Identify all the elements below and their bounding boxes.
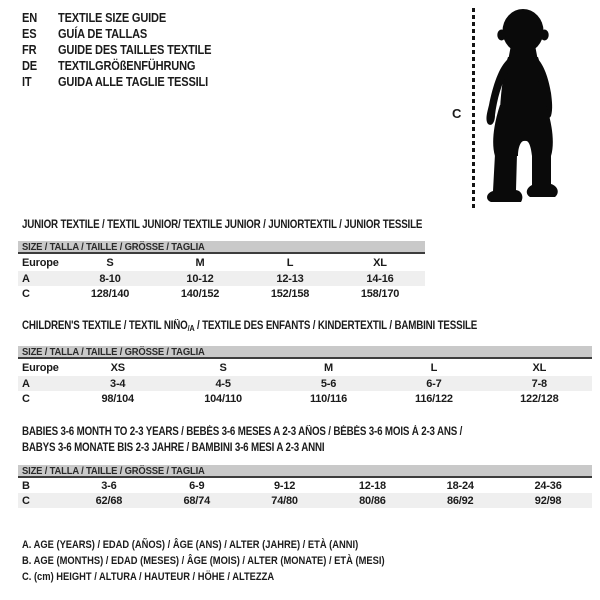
footnote-a: A. AGE (YEARS) / EDAD (AÑOS) / ÂGE (ANS)… [22, 539, 359, 551]
table-row-height: C 128/140 140/152 152/158 158/170 [18, 286, 425, 301]
cell-value: 74/80 [271, 494, 298, 507]
cell-value: 9-12 [273, 479, 296, 492]
cell-value: 122/128 [520, 392, 559, 405]
children-section-title-text: CHILDREN'S TEXTILE / TEXTIL NIÑO/A / TEX… [22, 318, 477, 336]
cell-value: 24-36 [534, 479, 562, 492]
language-title-list: EN TEXTILE SIZE GUIDE ES GUÍA DE TALLAS … [22, 10, 238, 90]
legend-footnotes: A. AGE (YEARS) / EDAD (AÑOS) / ÂGE (ANS)… [22, 537, 449, 585]
cell-value: 110/116 [309, 392, 348, 405]
cell-value: 3-4 [110, 377, 126, 390]
size-header-text: SIZE / TALLA / TAILLE / GRÖSSE / TAGLIA [22, 464, 205, 477]
column-header: S [106, 256, 114, 269]
children-size-table: SIZE / TALLA / TAILLE / GRÖSSE / TAGLIA … [18, 346, 592, 406]
cell-value: 4-5 [215, 377, 231, 390]
size-header-bar: SIZE / TALLA / TAILLE / GRÖSSE / TAGLIA [18, 241, 425, 254]
cell-value: 14-16 [366, 272, 394, 285]
column-header: XL [373, 256, 387, 269]
cell-value: 98/104 [101, 392, 134, 405]
language-code: FR [22, 42, 37, 57]
junior-section-title-text: JUNIOR TEXTILE / TEXTIL JUNIOR/ TEXTILE … [22, 219, 423, 231]
height-measure-dashed-line [472, 8, 475, 208]
language-row-de: DE TEXTILGRÖßENFÜHRUNG [22, 58, 238, 74]
height-measure-label: C [452, 106, 462, 121]
column-header: M [195, 256, 205, 269]
language-code: DE [22, 58, 38, 73]
table-row-height: C 62/68 68/74 74/80 80/86 86/92 92/98 [18, 493, 592, 508]
title-sub: /A [187, 323, 195, 333]
junior-size-table: SIZE / TALLA / TAILLE / GRÖSSE / TAGLIA … [18, 241, 425, 301]
language-row-fr: FR GUIDE DES TAILLES TEXTILE [22, 42, 238, 58]
column-header: L [430, 361, 438, 374]
size-header-bar: SIZE / TALLA / TAILLE / GRÖSSE / TAGLIA [18, 465, 592, 478]
language-code: ES [22, 26, 37, 41]
guide-title-de: TEXTILGRÖßENFÜHRUNG [58, 58, 196, 73]
babies-section-title: BABIES 3-6 MONTH TO 2-3 YEARS / BEBÉS 3-… [22, 424, 540, 456]
language-code: EN [22, 10, 38, 25]
junior-section-title: JUNIOR TEXTILE / TEXTIL JUNIOR/ TEXTILE … [22, 217, 493, 233]
cell-value: 116/122 [415, 392, 453, 405]
row-label: C [22, 287, 30, 300]
row-label: C [22, 392, 30, 405]
guide-title-it: GUIDA ALLE TAGLIE TESSILI [58, 74, 209, 89]
table-row-age: A 3-4 4-5 5-6 6-7 7-8 [18, 376, 592, 391]
column-header: M [324, 361, 333, 374]
title-post: / TEXTILE DES ENFANTS / KINDERTEXTIL / B… [194, 320, 478, 332]
cell-value: 12-13 [276, 272, 304, 285]
column-header: S [219, 361, 227, 374]
cell-value: 10-12 [186, 272, 214, 285]
guide-title-fr: GUIDE DES TAILLES TEXTILE [58, 42, 212, 57]
column-header: XS [110, 361, 125, 374]
cell-value: 3-6 [101, 479, 117, 492]
table-row-columns: Europe S M L XL [18, 254, 425, 271]
language-row-es: ES GUÍA DE TALLAS [22, 26, 238, 42]
table-row-age: A 8-10 10-12 12-13 14-16 [18, 271, 425, 286]
guide-title-es: GUÍA DE TALLAS [58, 26, 148, 41]
table-row-columns: Europe XS S M L XL [18, 359, 592, 376]
row-label: Europe [22, 256, 59, 269]
babies-title-line2: BABYS 3-6 MONATE BIS 2-3 JAHRE / BAMBINI… [22, 442, 325, 454]
cell-value: 140/152 [180, 287, 220, 300]
cell-value: 104/110 [204, 392, 242, 405]
row-label: C [22, 494, 30, 507]
cell-value: 158/170 [360, 287, 400, 300]
column-header: XL [532, 361, 547, 374]
size-header-bar: SIZE / TALLA / TAILLE / GRÖSSE / TAGLIA [18, 346, 592, 359]
guide-title-en: TEXTILE SIZE GUIDE [58, 10, 167, 25]
babies-title-line1: BABIES 3-6 MONTH TO 2-3 YEARS / BEBÉS 3-… [22, 426, 463, 438]
babies-size-table: SIZE / TALLA / TAILLE / GRÖSSE / TAGLIA … [18, 465, 592, 508]
size-header-text: SIZE / TALLA / TAILLE / GRÖSSE / TAGLIA [22, 240, 205, 253]
cell-value: 6-9 [189, 479, 205, 492]
column-header: L [286, 256, 294, 269]
cell-value: 152/158 [270, 287, 310, 300]
cell-value: 92/98 [534, 494, 562, 507]
language-row-en: EN TEXTILE SIZE GUIDE [22, 10, 238, 26]
language-row-it: IT GUIDA ALLE TAGLIE TESSILI [22, 74, 238, 90]
size-header-text: SIZE / TALLA / TAILLE / GRÖSSE / TAGLIA [22, 345, 205, 358]
cell-value: 18-24 [446, 479, 474, 492]
title-pre: CHILDREN'S TEXTILE / TEXTIL NIÑO [22, 320, 188, 332]
cell-value: 86/92 [446, 494, 474, 507]
language-code: IT [22, 74, 32, 89]
cell-value: 128/140 [90, 287, 130, 300]
cell-value: 12-18 [358, 479, 386, 492]
table-row-height: C 98/104 104/110 110/116 116/122 122/128 [18, 391, 592, 406]
footnote-b: B. AGE (MONTHS) / EDAD (MESES) / ÂGE (MO… [22, 555, 385, 567]
cell-value: 68/74 [183, 494, 210, 507]
footnote-c: C. (cm) HEIGHT / ALTURA / HAUTEUR / HÖHE… [22, 571, 275, 583]
cell-value: 7-8 [531, 377, 548, 390]
cell-value: 62/68 [95, 494, 123, 507]
toddler-silhouette-icon [486, 9, 558, 202]
cell-value: 6-7 [426, 377, 442, 390]
children-section-title: CHILDREN'S TEXTILE / TEXTIL NIÑO/A / TEX… [22, 318, 557, 336]
cell-value: 80/86 [359, 494, 386, 507]
row-label: A [22, 377, 30, 390]
row-label: A [22, 272, 30, 285]
row-label: Europe [22, 361, 59, 374]
row-label: B [22, 479, 30, 492]
cell-value: 8-10 [99, 272, 121, 285]
table-row-months: B 3-6 6-9 9-12 12-18 18-24 24-36 [18, 478, 592, 493]
cell-value: 5-6 [320, 377, 337, 390]
